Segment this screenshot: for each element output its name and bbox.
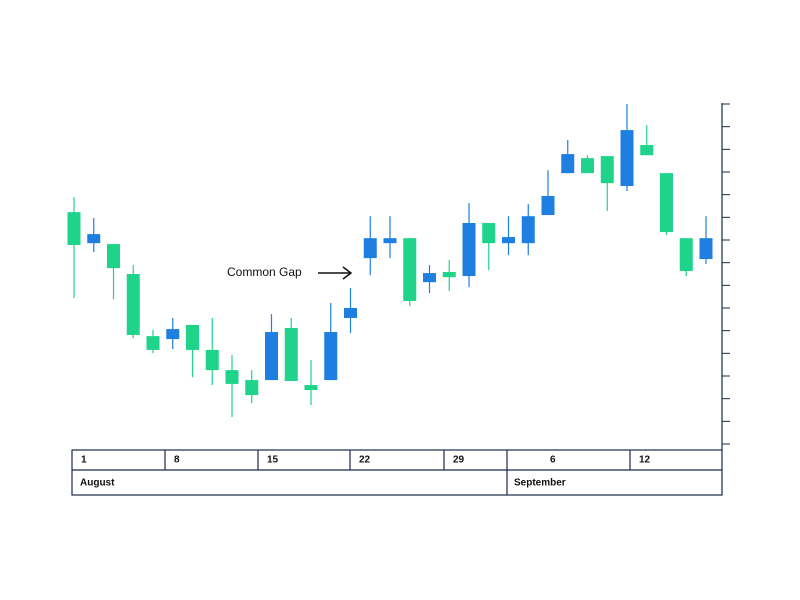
candle-body	[107, 244, 120, 269]
month-label: September	[514, 478, 566, 489]
candle-body	[482, 223, 496, 244]
candle-body	[561, 154, 575, 174]
week-label: 22	[359, 455, 371, 466]
candle-body	[344, 308, 357, 318]
candle-body	[442, 271, 456, 278]
candle-body	[324, 332, 338, 381]
candle-body	[265, 332, 278, 381]
candle-body	[600, 156, 614, 184]
candle-body	[620, 130, 634, 187]
annotation-arrowhead	[342, 266, 353, 280]
candle-body	[67, 212, 81, 245]
candle-body	[581, 158, 594, 174]
candle-body	[541, 196, 555, 216]
candle-body	[126, 274, 140, 335]
week-label: 12	[639, 455, 651, 466]
candle-body	[383, 238, 397, 244]
candle-body	[186, 325, 199, 350]
candle-body	[363, 238, 377, 259]
candle-body	[521, 216, 535, 244]
week-label: 8	[174, 455, 180, 466]
annotation: Common Gap	[227, 265, 302, 279]
candle-body	[166, 329, 180, 340]
candle-body	[245, 380, 259, 396]
candle-body	[462, 223, 476, 277]
candle-body	[225, 370, 239, 384]
candle-body	[205, 349, 219, 371]
week-label: 1	[81, 455, 87, 466]
candle-body	[423, 273, 436, 283]
week-label: 6	[550, 455, 556, 466]
candle-body	[502, 237, 515, 244]
week-label: 29	[453, 455, 465, 466]
week-label: 15	[267, 455, 279, 466]
candle-body	[640, 145, 654, 156]
month-label: August	[80, 478, 115, 489]
candle-body	[699, 238, 713, 260]
candle-body	[146, 336, 160, 350]
candle-body	[679, 238, 693, 272]
candle-body	[660, 173, 673, 233]
candle-body	[87, 234, 101, 244]
candle-body	[284, 327, 298, 381]
date-table	[71, 449, 723, 496]
candle-body	[403, 238, 417, 301]
candle-body	[304, 385, 318, 391]
